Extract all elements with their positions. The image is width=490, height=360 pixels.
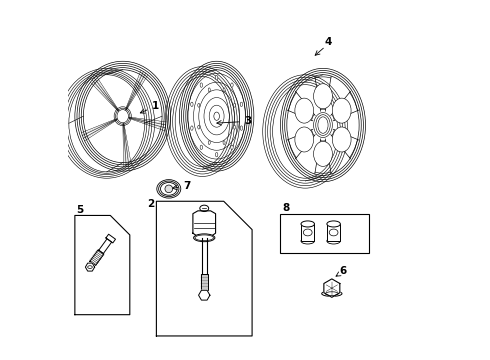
Ellipse shape <box>327 221 341 227</box>
Ellipse shape <box>327 238 341 244</box>
Ellipse shape <box>295 127 314 152</box>
Ellipse shape <box>240 126 243 130</box>
Bar <box>280 214 369 253</box>
Ellipse shape <box>200 145 202 149</box>
Bar <box>301 224 315 241</box>
Ellipse shape <box>234 125 236 129</box>
Ellipse shape <box>223 141 225 144</box>
Polygon shape <box>198 290 210 300</box>
Ellipse shape <box>198 103 200 107</box>
Ellipse shape <box>231 83 233 87</box>
Ellipse shape <box>301 238 315 244</box>
Ellipse shape <box>208 141 210 144</box>
Ellipse shape <box>223 88 225 92</box>
Polygon shape <box>193 211 216 236</box>
Ellipse shape <box>208 88 210 92</box>
Ellipse shape <box>216 76 218 80</box>
Polygon shape <box>324 279 340 297</box>
Text: 5: 5 <box>76 204 84 215</box>
Text: 1: 1 <box>140 101 159 113</box>
Ellipse shape <box>191 126 193 130</box>
Bar <box>327 224 341 241</box>
Text: 8: 8 <box>282 203 290 213</box>
Ellipse shape <box>194 234 215 242</box>
Polygon shape <box>85 263 95 271</box>
Ellipse shape <box>314 84 332 109</box>
Ellipse shape <box>295 98 314 123</box>
Ellipse shape <box>332 98 351 123</box>
Ellipse shape <box>332 127 351 152</box>
Text: 4: 4 <box>325 37 332 47</box>
Text: 7: 7 <box>172 181 191 191</box>
Ellipse shape <box>191 102 193 107</box>
Ellipse shape <box>301 221 315 227</box>
Ellipse shape <box>216 152 218 157</box>
Ellipse shape <box>234 103 236 107</box>
Ellipse shape <box>200 205 209 212</box>
Ellipse shape <box>322 291 342 296</box>
Ellipse shape <box>198 125 200 129</box>
Ellipse shape <box>314 141 332 166</box>
Ellipse shape <box>200 83 202 87</box>
Ellipse shape <box>240 102 243 107</box>
Ellipse shape <box>214 112 220 120</box>
Text: 6: 6 <box>339 266 346 276</box>
Ellipse shape <box>165 185 172 193</box>
Text: 3: 3 <box>217 116 251 126</box>
Ellipse shape <box>231 145 233 149</box>
Text: 2: 2 <box>147 199 155 208</box>
